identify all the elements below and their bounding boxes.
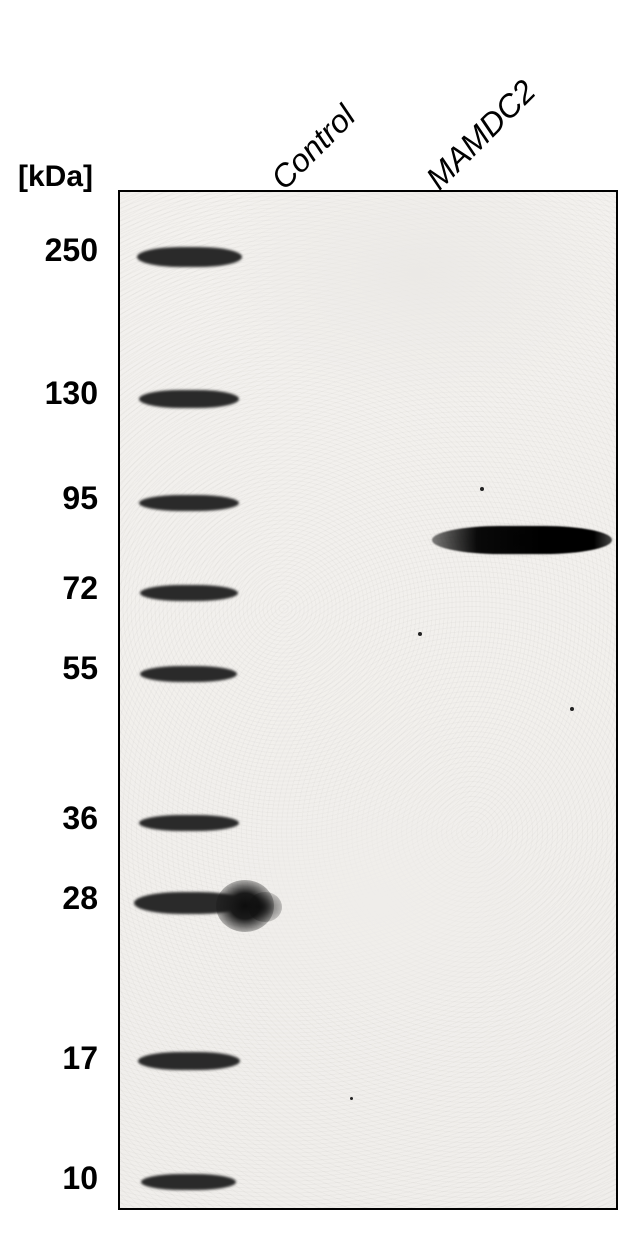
lane-label-control: Control	[264, 98, 363, 197]
ladder-band-36	[139, 815, 239, 831]
ladder-band-72	[140, 585, 238, 601]
film-speck	[570, 707, 574, 711]
film-speck	[350, 1097, 353, 1100]
ladder-label-250: 250	[18, 232, 98, 269]
ladder-band-250	[137, 247, 242, 267]
film-speck	[418, 632, 422, 636]
ladder-band-95	[139, 495, 239, 511]
figure-container: [kDa] 250 130 95 72 55 36 28 17 10 Contr…	[0, 0, 640, 1240]
film-speck	[480, 487, 484, 491]
ladder-band-17	[138, 1052, 240, 1070]
ladder-label-36: 36	[18, 800, 98, 837]
ladder-label-95: 95	[18, 480, 98, 517]
ladder-label-72: 72	[18, 570, 98, 607]
ladder-label-28: 28	[18, 880, 98, 917]
ladder-label-10: 10	[18, 1160, 98, 1197]
ladder-label-55: 55	[18, 650, 98, 687]
ladder-band-130	[139, 390, 239, 408]
axis-unit-label: [kDa]	[18, 160, 93, 194]
blot-frame	[118, 190, 618, 1210]
ladder-band-55	[140, 666, 237, 682]
ladder-label-17: 17	[18, 1040, 98, 1077]
lane-label-sample: MAMDC2	[419, 73, 543, 197]
ladder-band-28-smear-tail	[248, 892, 282, 922]
ladder-label-130: 130	[18, 375, 98, 412]
sample-band-mamdc2-halo	[425, 522, 617, 558]
ladder-band-10	[141, 1174, 236, 1190]
